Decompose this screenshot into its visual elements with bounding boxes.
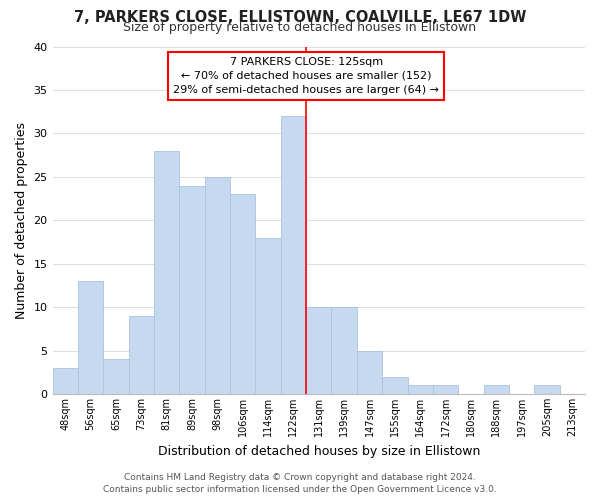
Bar bbox=[433, 386, 458, 394]
X-axis label: Distribution of detached houses by size in Ellistown: Distribution of detached houses by size … bbox=[158, 444, 480, 458]
Y-axis label: Number of detached properties: Number of detached properties bbox=[15, 122, 28, 319]
Bar bbox=[281, 116, 306, 394]
Bar bbox=[53, 368, 78, 394]
Bar bbox=[128, 316, 154, 394]
Text: Contains HM Land Registry data © Crown copyright and database right 2024.
Contai: Contains HM Land Registry data © Crown c… bbox=[103, 472, 497, 494]
Bar bbox=[230, 194, 256, 394]
Text: Size of property relative to detached houses in Ellistown: Size of property relative to detached ho… bbox=[124, 21, 476, 34]
Text: 7 PARKERS CLOSE: 125sqm
← 70% of detached houses are smaller (152)
29% of semi-d: 7 PARKERS CLOSE: 125sqm ← 70% of detache… bbox=[173, 57, 439, 95]
Bar bbox=[306, 307, 331, 394]
Bar bbox=[382, 376, 407, 394]
Bar bbox=[78, 281, 103, 394]
Bar bbox=[256, 238, 281, 394]
Text: 7, PARKERS CLOSE, ELLISTOWN, COALVILLE, LE67 1DW: 7, PARKERS CLOSE, ELLISTOWN, COALVILLE, … bbox=[74, 10, 526, 25]
Bar bbox=[179, 186, 205, 394]
Bar bbox=[484, 386, 509, 394]
Bar bbox=[331, 307, 357, 394]
Bar bbox=[534, 386, 560, 394]
Bar bbox=[154, 151, 179, 394]
Bar bbox=[407, 386, 433, 394]
Bar bbox=[205, 177, 230, 394]
Bar bbox=[357, 350, 382, 394]
Bar bbox=[103, 360, 128, 394]
